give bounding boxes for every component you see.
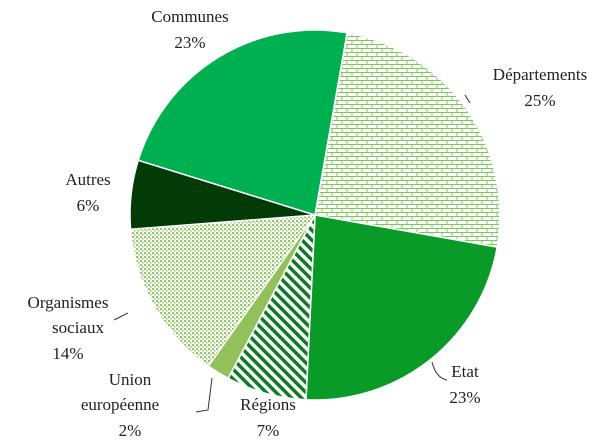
slice-label: Union européenne [81,370,159,414]
pie-slice [314,31,501,248]
leader-line [195,377,213,413]
slice-label: Etat [451,362,479,381]
pie-slice [129,214,317,368]
slice-label: Organismes sociaux [28,293,109,337]
slice-label: Communes [151,7,228,26]
value-label: 23% [174,33,205,52]
value-label: 14% [52,344,83,363]
pie-slice [137,29,348,216]
leader-line [113,312,129,321]
slice-label: Autres [65,170,110,189]
pie-slice [305,214,499,401]
slice-label: Régions [240,395,296,414]
value-label: 23% [449,388,480,407]
value-label: 6% [77,196,100,215]
value-label: 2% [119,421,142,440]
value-label: 7% [257,421,280,440]
leader-line [464,94,471,104]
leader-line [431,361,448,381]
slice-label: Départements [493,65,587,84]
value-label: 25% [524,91,555,110]
